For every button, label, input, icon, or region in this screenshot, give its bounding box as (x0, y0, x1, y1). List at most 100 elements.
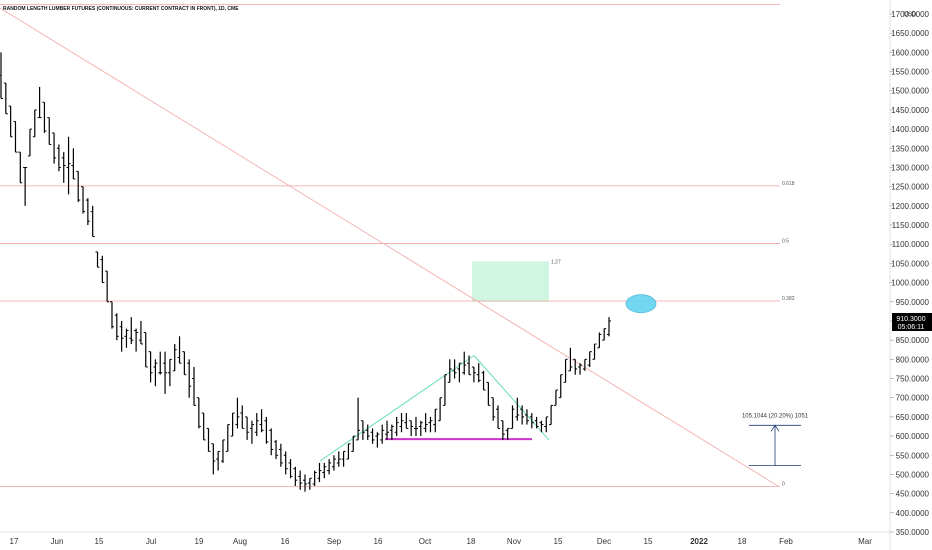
ohlc-bar (471, 366, 476, 383)
ohlc-bar (259, 409, 264, 433)
ohlc-bar (66, 136, 71, 195)
x-tick-label: 17 (10, 537, 19, 546)
target-ellipse (625, 294, 657, 314)
ohlc-bar (293, 466, 298, 486)
time-axis[interactable]: 17 Jun 15 Jul 19 Aug 16 Sep 16 Oct 18 Nov 15 Dec 15 202… (10, 537, 873, 546)
y-tick-label: 1350.0000 (891, 144, 929, 153)
y-tick-label: 400.0000 (896, 509, 930, 518)
ohlc-bar (351, 435, 356, 452)
ohlc-bar (399, 413, 404, 433)
ohlc-bar (481, 370, 486, 391)
ohlc-bar (553, 389, 558, 406)
ohlc-bar (607, 317, 611, 337)
ohlc-bar (0, 52, 3, 99)
x-tick-label: 2022 (690, 537, 708, 546)
ohlc-bar (573, 358, 578, 375)
ohlc-bar (496, 405, 501, 429)
ohlc-bar (413, 416, 418, 437)
ohlc-bar (192, 367, 197, 406)
y-tick-label: 700.0000 (896, 394, 930, 403)
y-tick-label: 1100.0000 (892, 240, 930, 249)
y-tick-label: 550.0000 (896, 451, 930, 460)
fib-label: 0.5 (782, 238, 789, 244)
ohlc-bar (544, 416, 549, 433)
ohlc-bar (520, 405, 525, 425)
ohlc-bar (283, 451, 288, 475)
ohlc-bar (409, 420, 414, 437)
ohlc-bar (148, 351, 153, 383)
ohlc-bar (278, 443, 283, 467)
x-tick-label: Dec (597, 537, 611, 546)
ohlc-bar (163, 351, 168, 394)
long-downtrend-line (0, 7, 779, 487)
x-tick-label: Sep (327, 537, 342, 546)
ohlc-bar (452, 359, 457, 379)
ohlc-bar (336, 451, 341, 467)
ohlc-bar (129, 317, 134, 344)
ohlc-bar (394, 416, 399, 437)
x-tick-label: 18 (738, 537, 747, 546)
x-tick-label: Jun (51, 537, 64, 546)
ohlc-bar (225, 424, 230, 452)
ohlc-bar (380, 424, 385, 444)
ohlc-bars (0, 52, 611, 492)
ohlc-bar (13, 120, 18, 153)
ohlc-bar (418, 420, 423, 437)
price-axis[interactable]: 1700.0000 1650.0000 1600.0000 1550.0000 1500… (890, 10, 930, 537)
ohlc-bar (18, 151, 23, 184)
y-tick-label: 450.0000 (896, 490, 930, 499)
ohlc-bar (389, 424, 394, 440)
ohlc-bar (317, 462, 322, 483)
ohlc-bar (365, 424, 370, 440)
ohlc-bar (187, 359, 192, 398)
ohlc-bar (172, 343, 177, 372)
ohlc-bar (385, 420, 390, 440)
ohlc-bar (119, 320, 124, 352)
ohlc-bar (134, 328, 139, 352)
ohlc-bar (61, 152, 66, 183)
ohlc-bar (563, 358, 568, 383)
ohlc-bar (249, 420, 254, 444)
x-tick-label: 16 (374, 537, 383, 546)
ohlc-bar (549, 404, 554, 426)
ohlc-bar (568, 347, 573, 372)
ohlc-bar (582, 358, 587, 371)
x-tick-label: 18 (467, 537, 476, 546)
ohlc-bar (114, 313, 119, 341)
current-price-badge: 910.3000 05:06:11 (892, 313, 932, 331)
y-tick-label: 1400.0000 (891, 125, 929, 134)
ohlc-bar (153, 359, 158, 387)
ohlc-bar (476, 363, 481, 383)
ohlc-bar (105, 270, 110, 303)
x-tick-label: Feb (779, 537, 793, 546)
ohlc-bar (298, 470, 303, 490)
ohlc-bar (100, 255, 105, 284)
ohlc-bar (196, 397, 201, 429)
ohlc-bar (124, 328, 129, 348)
ohlc-bar (32, 109, 37, 138)
ohlc-bar (201, 412, 206, 441)
ohlc-bar (375, 432, 380, 448)
ohlc-bar (515, 397, 520, 421)
ohlc-bar (303, 474, 307, 492)
ohlc-bar (27, 128, 32, 157)
ohlc-bar (158, 351, 163, 375)
ohlc-bar (346, 443, 351, 460)
ohlc-bar (138, 320, 143, 345)
ohlc-bar (71, 148, 76, 180)
y-tick-label: 1250.0000 (891, 183, 929, 192)
x-tick-label: Mar (858, 537, 872, 546)
uptrend-line (319, 355, 475, 462)
ohlc-bar (500, 420, 505, 440)
ohlc-bar (177, 336, 182, 364)
y-tick-label: 1550.0000 (891, 68, 929, 77)
ohlc-bar (81, 186, 86, 214)
x-tick-label: 15 (644, 537, 653, 546)
ohlc-bar (230, 412, 235, 437)
ohlc-bar (447, 359, 452, 383)
annotations: 105.1044 (20.20%) 1051 (625, 294, 809, 467)
y-tick-label: 1450.0000 (891, 106, 929, 115)
y-tick-label: 1200.0000 (891, 202, 929, 211)
ohlc-bar (505, 427, 510, 440)
